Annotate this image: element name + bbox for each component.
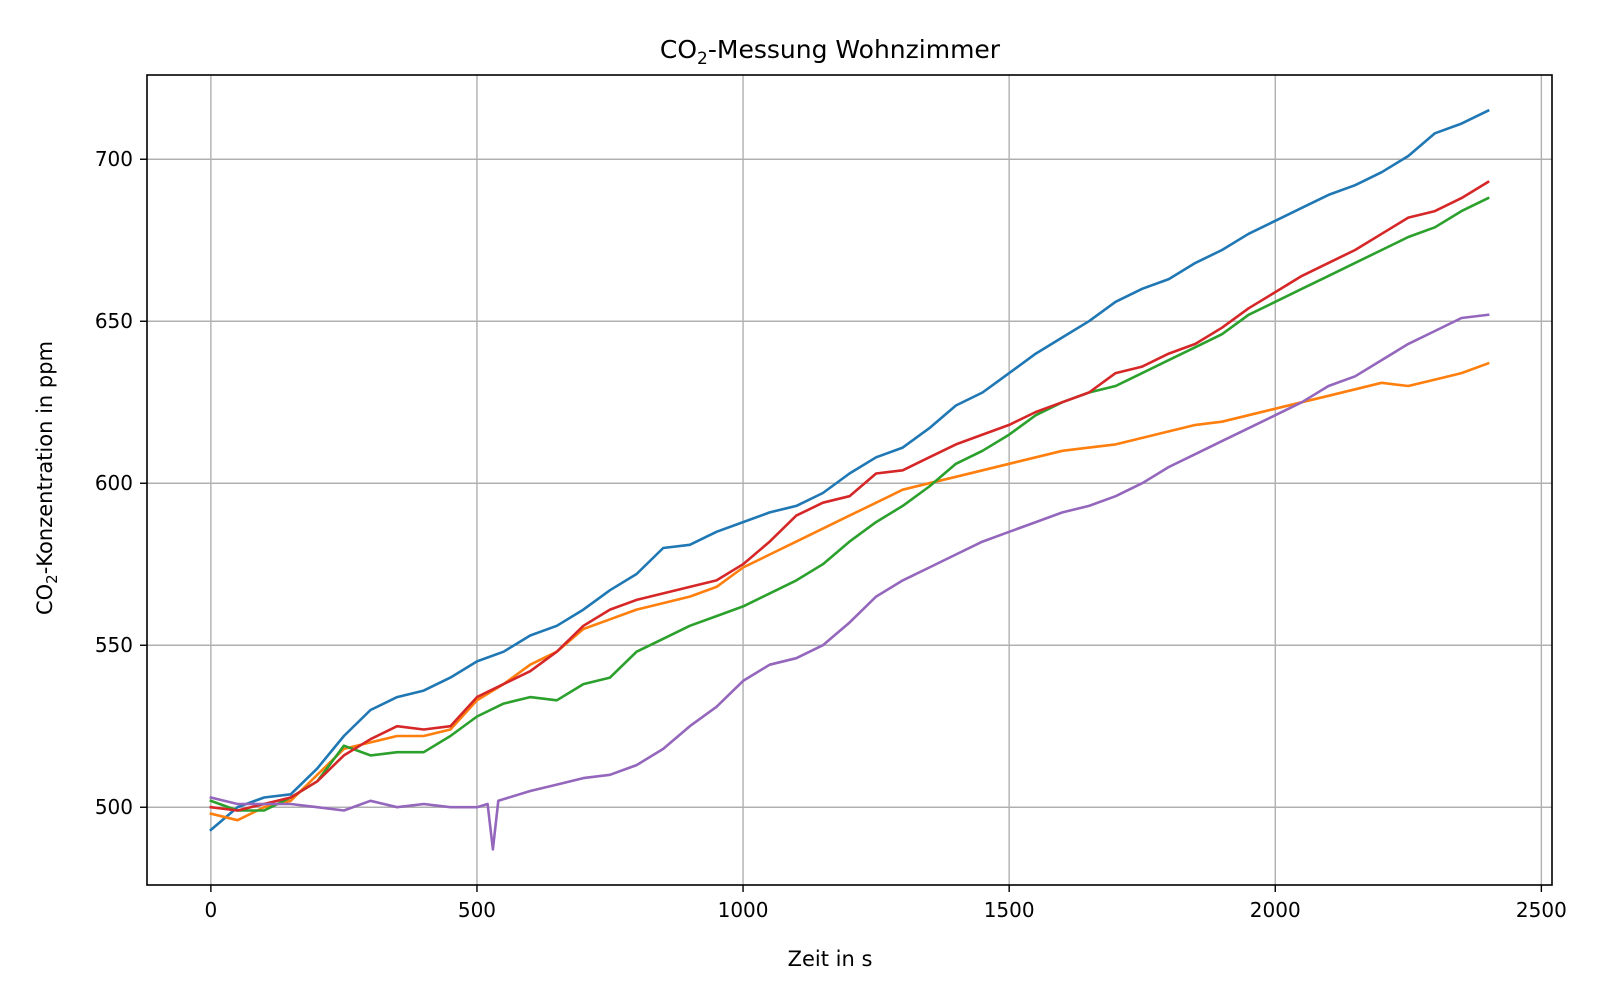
chart-title: CO2-Messung Wohnzimmer: [660, 35, 1001, 69]
y-tick-label: 500: [95, 795, 133, 819]
x-tick-label: 0: [204, 898, 217, 922]
x-tick-label: 2500: [1516, 898, 1567, 922]
series-line-5: [209, 313, 1490, 851]
series-line-4: [209, 180, 1490, 812]
series-line-1: [209, 108, 1490, 832]
x-tick-label: 2000: [1250, 898, 1301, 922]
y-tick-label: 650: [95, 309, 133, 333]
y-tick-label: 600: [95, 471, 133, 495]
x-axis-label: Zeit in s: [788, 947, 873, 971]
x-tick-label: 1000: [718, 898, 769, 922]
y-axis-label: CO2-Konzentration in ppm: [33, 341, 61, 615]
series-line-3: [209, 196, 1490, 812]
series-layer: [209, 108, 1490, 851]
x-tick-label: 1500: [984, 898, 1035, 922]
x-tick-label: 500: [458, 898, 496, 922]
series-line-2: [209, 361, 1490, 822]
grid-lines: [147, 75, 1552, 885]
axis-ticks: 0 500 1000 1500 2000 2500 500 550 600 650 700: [95, 147, 1567, 922]
y-tick-label: 550: [95, 633, 133, 657]
y-tick-label: 700: [95, 147, 133, 171]
plot-area-frame: [146, 74, 1553, 886]
